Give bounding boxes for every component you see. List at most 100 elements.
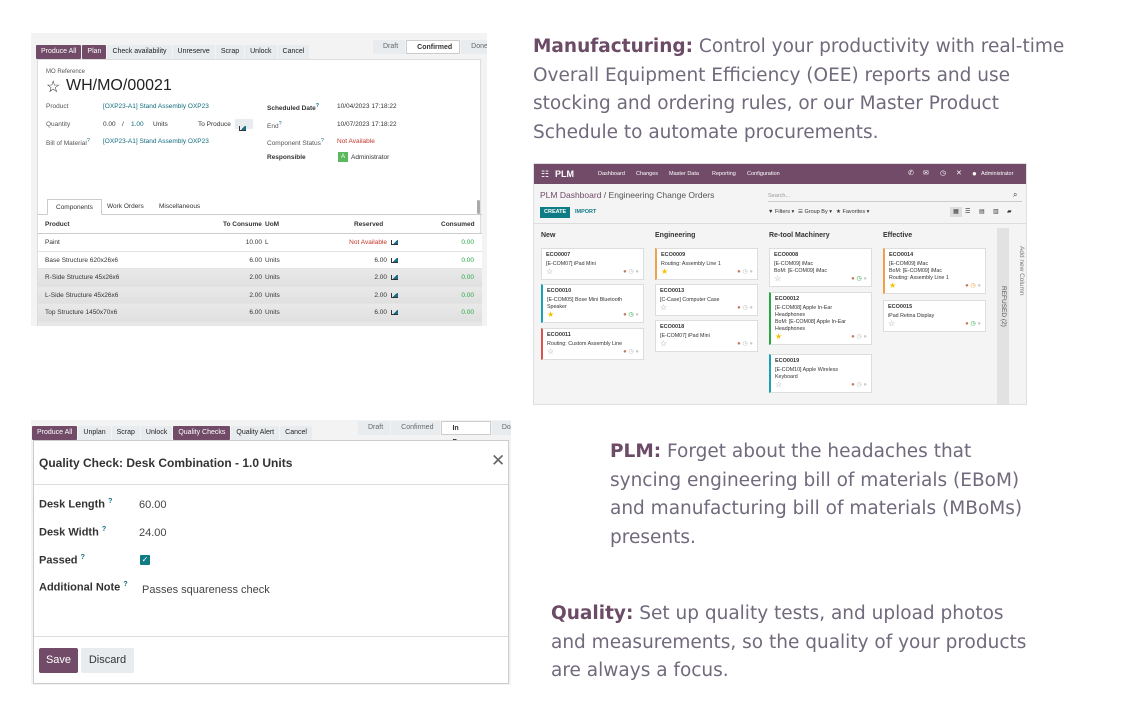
column-effective[interactable]: Effective	[883, 232, 913, 239]
end-date-field[interactable]: 10/07/2023 17:18:22	[337, 121, 397, 128]
status-dot-icon[interactable]: ●	[635, 269, 639, 275]
kanban-card[interactable]: ECO0010 [E-COM05] Bose Mini Bluetooth Spea…	[541, 284, 644, 323]
menu-reporting[interactable]: Reporting	[712, 171, 736, 177]
table-row[interactable]: R-Side Structure 45x26x6 2.00 Units 2.00 0.0…	[38, 269, 482, 287]
step-draft[interactable]: Draft	[373, 40, 406, 54]
kanban-card[interactable]: ECO0008 [E-COM09] iMac BoM: [E-COM09] iMac…	[769, 248, 872, 287]
column-engineering[interactable]: Engineering	[655, 232, 696, 239]
priority-star-icon[interactable]: ☆	[774, 274, 782, 283]
responsible-field[interactable]: Administrator	[351, 154, 390, 161]
step-draft[interactable]: Draft	[358, 421, 391, 435]
kanban-card[interactable]: ECO0011 Routing: Custom Assembly Line ☆ ● ◷…	[541, 328, 644, 360]
forecast-chart-icon[interactable]	[391, 310, 398, 315]
menu-changes[interactable]: Changes	[636, 171, 659, 177]
status-dot-icon[interactable]: ●	[635, 312, 639, 318]
step-done[interactable]: Done	[491, 421, 511, 435]
unplan-button[interactable]: Unplan	[78, 426, 111, 440]
tab-components[interactable]: Components	[47, 199, 102, 215]
unlock-button[interactable]: Unlock	[245, 45, 277, 59]
unlock-button[interactable]: Unlock	[140, 426, 173, 440]
status-dot-icon[interactable]: ●	[977, 321, 981, 327]
step-confirmed[interactable]: Confirmed	[406, 40, 461, 54]
activity-clock-icon[interactable]: ◷	[742, 305, 748, 311]
priority-star-icon[interactable]: ☆	[547, 347, 555, 356]
group-by-dropdown[interactable]: ☰ Group By ▾	[798, 209, 832, 215]
check-availability-button[interactable]: Check availability	[107, 45, 172, 59]
menu-configuration[interactable]: Configuration	[747, 171, 780, 177]
priority-star-icon[interactable]: ★	[889, 281, 897, 290]
quantity-total-field[interactable]: 1.00	[131, 121, 144, 128]
app-name[interactable]: PLM	[555, 169, 574, 179]
column-new[interactable]: New	[541, 232, 556, 239]
kanban-card[interactable]: ECO0018 [E-COM07] iPad Mini ☆ ● ◷ ●	[655, 320, 758, 352]
filters-dropdown[interactable]: ▼ Filters ▾	[768, 209, 795, 215]
calendar-view-icon[interactable]: ▤	[979, 209, 985, 215]
desk-length-field[interactable]: 60.00	[139, 499, 167, 511]
graph-view-icon[interactable]: ▰	[1007, 209, 1012, 215]
priority-star-icon[interactable]: ☆	[660, 339, 668, 348]
folded-column-refused[interactable]	[997, 228, 1009, 404]
activity-clock-icon[interactable]: ◷	[628, 349, 634, 355]
pivot-view-icon[interactable]: ▥	[993, 209, 999, 215]
priority-star-icon[interactable]: ☆	[775, 380, 783, 389]
scrollbar[interactable]	[477, 200, 480, 214]
save-button[interactable]: Save	[39, 648, 78, 673]
search-icon[interactable]: ⌕	[1013, 190, 1018, 199]
activity-icon[interactable]: ◷	[940, 170, 947, 177]
status-dot-icon[interactable]: ●	[749, 269, 753, 275]
activity-clock-icon[interactable]: ◷	[856, 382, 862, 388]
forecast-chart-icon[interactable]	[391, 257, 398, 263]
import-button[interactable]: IMPORT	[575, 209, 597, 215]
status-dot-icon[interactable]: ●	[977, 283, 981, 289]
phone-icon[interactable]: ✆	[908, 170, 914, 177]
forecast-chart-icon[interactable]	[391, 240, 398, 245]
status-dot-icon[interactable]: ●	[749, 305, 753, 311]
plan-button[interactable]: Plan	[82, 45, 107, 59]
user-menu[interactable]: Administrator	[981, 171, 1014, 177]
activity-clock-icon[interactable]: ◷	[856, 334, 862, 340]
tab-work-orders[interactable]: Work Orders	[107, 203, 144, 210]
activity-clock-icon[interactable]: ◷	[970, 321, 976, 327]
search-input[interactable]: Search...	[768, 190, 1022, 202]
kanban-card[interactable]: ECO0013 [C-Case] Computer Case ☆ ● ◷ ●	[655, 284, 758, 316]
debug-icon[interactable]: ✕	[956, 170, 962, 177]
passed-checkbox[interactable]: ✓	[140, 555, 150, 565]
priority-star-icon[interactable]: ★	[775, 332, 783, 341]
refused-column-label[interactable]: REFUSED (2)	[1000, 286, 1007, 327]
discard-button[interactable]: Discard	[81, 648, 134, 673]
kanban-view-icon[interactable]: ▦	[950, 207, 962, 217]
product-field[interactable]: [OXP23-A1] Stand Assembly OXP23	[103, 103, 209, 110]
close-icon[interactable]: ✕	[491, 451, 506, 470]
scheduled-date-field[interactable]: 10/04/2023 17:18:22	[337, 103, 397, 110]
kanban-card[interactable]: ECO0015 iPad Retina Display ☆ ● ◷ ●	[883, 300, 986, 332]
activity-clock-icon[interactable]: ◷	[856, 276, 862, 282]
activity-clock-icon[interactable]: ◷	[628, 269, 634, 275]
priority-star-icon[interactable]: ★	[547, 310, 555, 319]
unreserve-button[interactable]: Unreserve	[172, 45, 215, 59]
apps-menu-icon[interactable]: ☷	[541, 169, 550, 179]
step-in-progress[interactable]: In Progress	[441, 421, 491, 446]
activity-clock-icon[interactable]: ◷	[742, 341, 748, 347]
status-dot-icon[interactable]: ●	[749, 341, 753, 347]
status-dot-icon[interactable]: ●	[635, 349, 639, 355]
produce-chart-icon[interactable]	[235, 119, 253, 132]
kanban-card[interactable]: ECO0007 [E-COM07] iPad Mini ☆ ● ◷ ●	[541, 248, 644, 280]
bom-field[interactable]: [OXP23-A1] Stand Assembly OXP23	[103, 138, 209, 145]
produce-all-button[interactable]: Produce All	[32, 426, 78, 440]
kanban-card[interactable]: ECO0019 [E-COM10] Apple Wireless Keyboard ☆…	[769, 354, 872, 393]
forecast-chart-icon[interactable]	[391, 292, 398, 298]
table-row[interactable]: L-Side Structure 45x26x6 2.00 Units 2.00 0.0…	[38, 286, 482, 304]
status-dot-icon[interactable]: ●	[863, 382, 867, 388]
kanban-card[interactable]: ECO0009 Routing: Assembly Line 1 ★ ● ◷ ●	[655, 248, 758, 280]
activity-clock-icon[interactable]: ◷	[742, 269, 748, 275]
table-row[interactable]: Base Structure 620x26x6 6.00 Units 6.00 0.00	[38, 251, 482, 269]
table-row[interactable]: Top Structure 1450x70x6 6.00 Units 6.00 0.00	[38, 304, 482, 322]
list-view-icon[interactable]: ☰	[965, 209, 971, 215]
tab-miscellaneous[interactable]: Miscellaneous	[159, 203, 201, 210]
priority-star-icon[interactable]: ☆	[888, 319, 896, 328]
desk-width-field[interactable]: 24.00	[139, 527, 167, 539]
cancel-button[interactable]: Cancel	[280, 426, 312, 440]
create-button[interactable]: CREATE	[540, 207, 571, 218]
priority-star-icon[interactable]: ☆	[546, 267, 554, 276]
